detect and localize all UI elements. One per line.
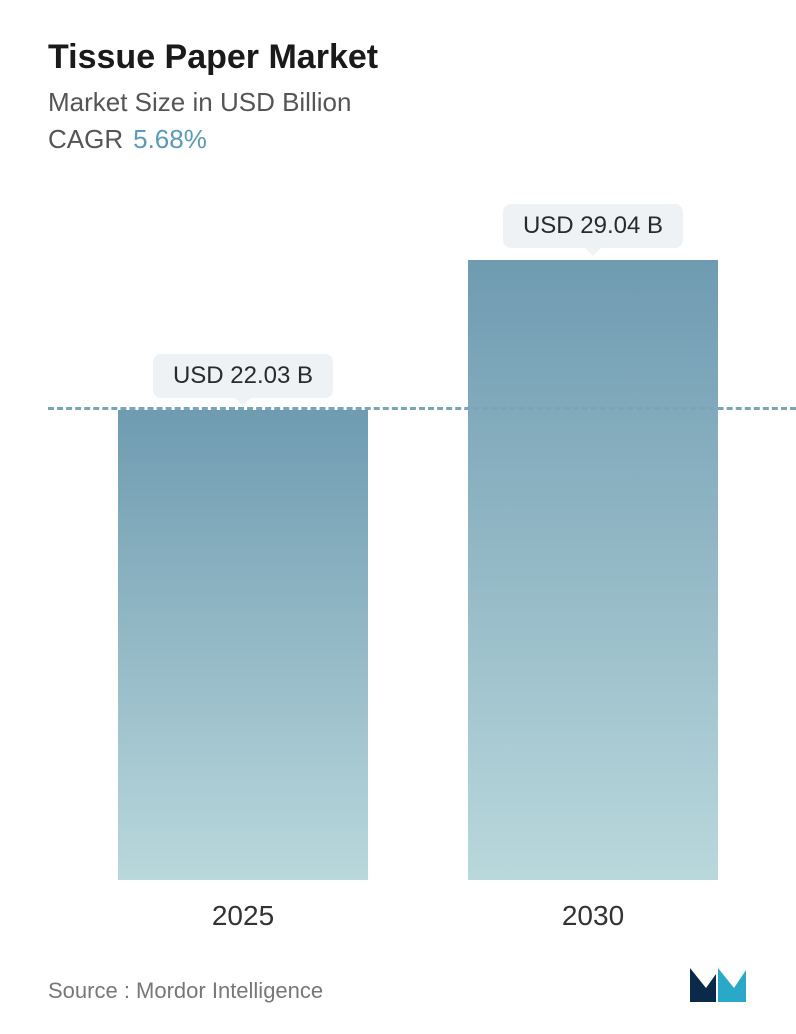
value-badge-2030: USD 29.04 B — [503, 204, 683, 248]
x-label-2025: 2025 — [212, 900, 274, 932]
cagr-value: 5.68% — [133, 124, 207, 154]
x-axis-labels: 2025 2030 — [48, 890, 748, 950]
brand-logo-icon — [688, 960, 748, 1004]
bar-2030: USD 29.04 B — [468, 260, 718, 880]
cagr-label: CAGR — [48, 124, 123, 154]
chart-subtitle: Market Size in USD Billion — [48, 87, 748, 118]
bars-container: USD 22.03 B USD 29.04 B — [48, 195, 748, 880]
value-badge-2025: USD 22.03 B — [153, 354, 333, 398]
bar-2025: USD 22.03 B — [118, 410, 368, 880]
source-text: Source : Mordor Intelligence — [48, 978, 323, 1004]
x-label-2030: 2030 — [562, 900, 624, 932]
reference-dashed-line — [48, 407, 796, 410]
chart-title: Tissue Paper Market — [48, 38, 748, 77]
chart-area: USD 22.03 B USD 29.04 B 2025 2030 — [48, 195, 748, 950]
footer: Source : Mordor Intelligence — [48, 950, 748, 1004]
cagr-row: CAGR 5.68% — [48, 124, 748, 155]
